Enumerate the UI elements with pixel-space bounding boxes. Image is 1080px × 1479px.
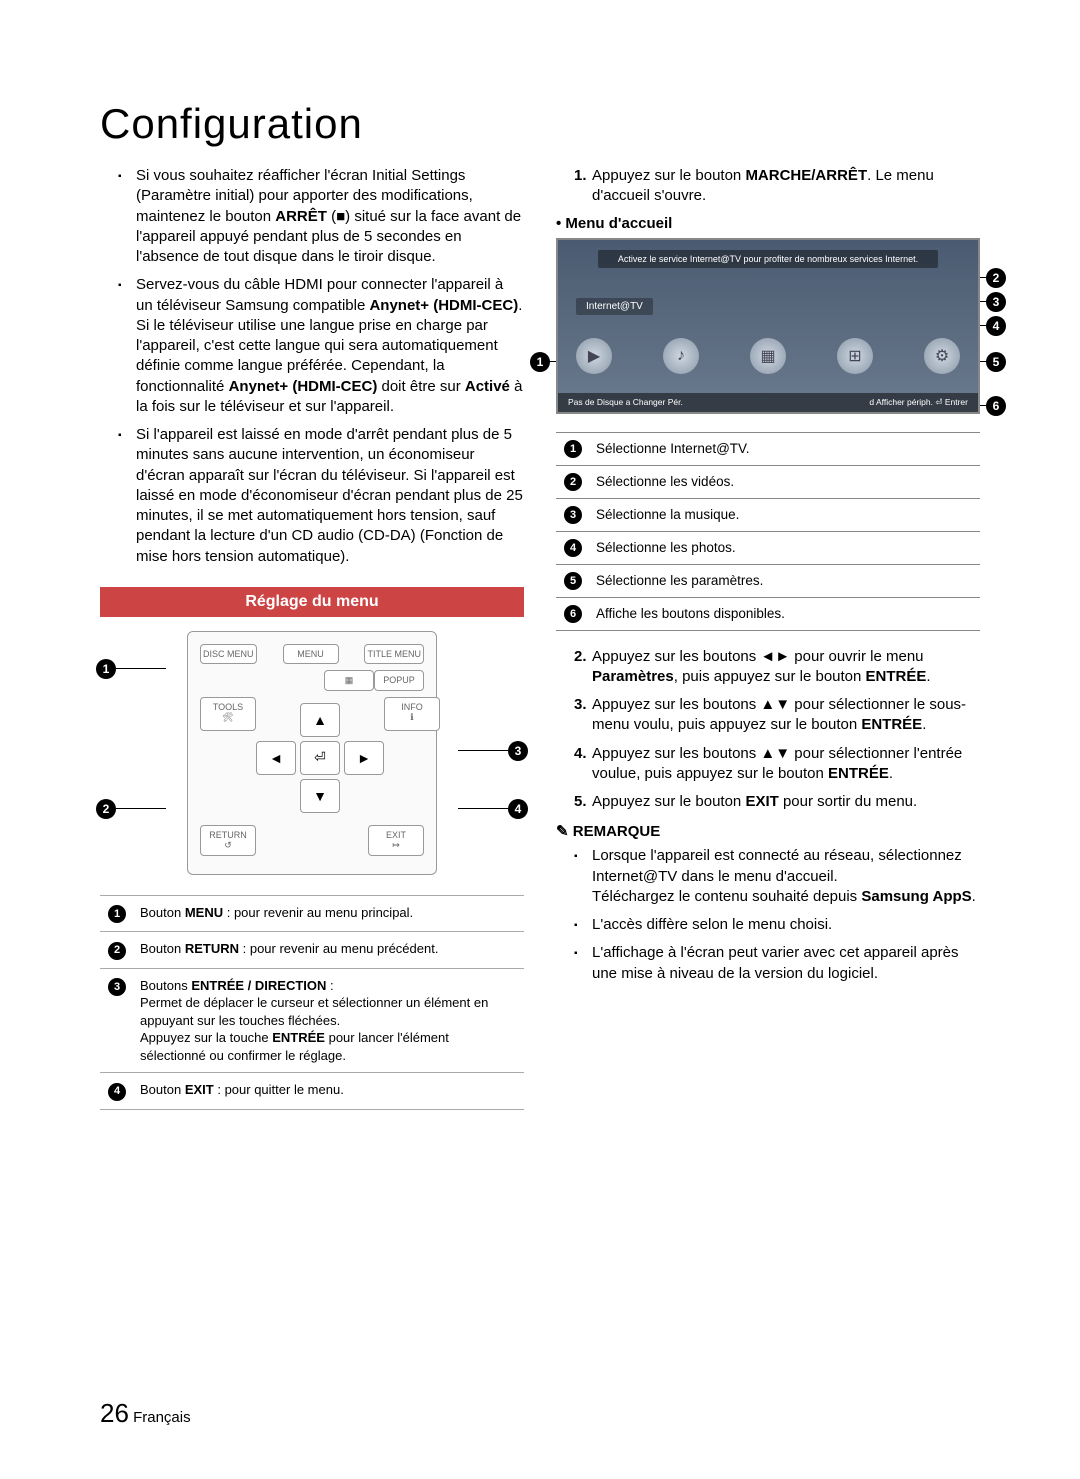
dpad-down: ▼ [300, 779, 340, 813]
remark-list: Lorsque l'appareil est connecté au résea… [556, 846, 980, 984]
steps-top: 1.Appuyez sur le bouton MARCHE/ARRÊT. Le… [556, 166, 980, 207]
remote-callout-1: 1 [96, 659, 166, 679]
left-bullet-list: Si vous souhaitez réafficher l'écran Ini… [100, 166, 524, 567]
list-item: Lorsque l'appareil est connecté au résea… [592, 846, 980, 907]
menu-screenshot-wrap: 2 3 4 5 6 1 Activez le service Internet@… [556, 238, 980, 414]
table-row: 2Sélectionne les vidéos. [556, 465, 980, 498]
dpad-left: ◄ [256, 741, 296, 775]
menu-icon: ▦ [750, 338, 786, 374]
list-item: Si vous souhaitez réafficher l'écran Ini… [136, 166, 524, 267]
list-item: 5.Appuyez sur le bouton EXIT pour sortir… [574, 792, 980, 812]
dpad-enter: ⏎ [300, 741, 340, 775]
page-number: 26 Français [100, 1398, 191, 1429]
remote-btn-tools: TOOLS🛠 [200, 697, 256, 731]
remote-btn-exit: EXIT↦ [368, 825, 424, 856]
table-row: 6Affiche les boutons disponibles. [556, 597, 980, 630]
menu-bottom-right: d Afficher périph. ⏎ Entrer [869, 397, 968, 408]
remote-btn-disc-menu: DISC MENU [200, 644, 257, 664]
table-row: 5Sélectionne les paramètres. [556, 564, 980, 597]
remote-btn-grid-icon: ▦ [324, 670, 374, 691]
selection-table: 1Sélectionne Internet@TV.2Sélectionne le… [556, 432, 980, 631]
menu-icons-row: ▶ ♪ ▦ ⊞ ⚙ [576, 338, 960, 374]
remote-callout-2: 2 [96, 799, 166, 819]
remote-diagram-wrap: 1 2 3 4 DISC MENU MENU TITLE MENU [100, 631, 524, 875]
remote-btn-return: RETURN↺ [200, 825, 256, 856]
menu-icon: ▶ [576, 338, 612, 374]
table-row: 2Bouton RETURN : pour revenir au menu pr… [100, 932, 524, 968]
remote-legend-table: 1Bouton MENU : pour revenir au menu prin… [100, 895, 524, 1110]
remote-callout-4: 4 [458, 799, 528, 819]
table-row: 3Sélectionne la musique. [556, 498, 980, 531]
table-row: 1Bouton MENU : pour revenir au menu prin… [100, 895, 524, 931]
remote-dpad: ▲ ◄⏎► ▼ [256, 703, 384, 813]
list-item: 1.Appuyez sur le bouton MARCHE/ARRÊT. Le… [574, 166, 980, 207]
remote-btn-info: INFOℹ [384, 697, 440, 731]
menu-accueil-label: • Menu d'accueil [556, 215, 980, 232]
steps-bottom: 2.Appuyez sur les boutons ◄► pour ouvrir… [556, 647, 980, 813]
table-row: 3Boutons ENTRÉE / DIRECTION :Permet de d… [100, 968, 524, 1073]
list-item: Si l'appareil est laissé en mode d'arrêt… [136, 425, 524, 567]
list-item: L'accès diffère selon le menu choisi. [592, 915, 980, 935]
menu-bottom-bar: Pas de Disque a Changer Pér. d Afficher … [558, 393, 978, 412]
page-title: Configuration [100, 100, 980, 148]
dpad-up: ▲ [300, 703, 340, 737]
list-item: 3.Appuyez sur les boutons ▲▼ pour sélect… [574, 695, 980, 736]
menu-bottom-left: Pas de Disque a Changer Pér. [568, 397, 683, 408]
menu-icon: ⊞ [837, 338, 873, 374]
remote-callout-3: 3 [458, 741, 528, 761]
remote-btn-title-menu: TITLE MENU [364, 644, 424, 664]
list-item: Servez-vous du câble HDMI pour connecter… [136, 275, 524, 417]
right-column: 1.Appuyez sur le bouton MARCHE/ARRÊT. Le… [556, 166, 980, 1110]
remote-btn-menu: MENU [283, 644, 339, 664]
table-row: 1Sélectionne Internet@TV. [556, 432, 980, 465]
table-row: 4Sélectionne les photos. [556, 531, 980, 564]
left-column: Si vous souhaitez réafficher l'écran Ini… [100, 166, 524, 1110]
remote-btn-popup: POPUP [374, 670, 424, 691]
menu-tab-internet-tv: Internet@TV [576, 298, 653, 315]
menu-icon: ♪ [663, 338, 699, 374]
remark-heading: REMARQUE [556, 822, 980, 840]
list-item: 2.Appuyez sur les boutons ◄► pour ouvrir… [574, 647, 980, 688]
table-row: 4Bouton EXIT : pour quitter le menu. [100, 1073, 524, 1109]
menu-screenshot: Activez le service Internet@TV pour prof… [556, 238, 980, 414]
remote-card: DISC MENU MENU TITLE MENU ▦ POPUP TOOLS🛠… [187, 631, 437, 875]
list-item: 4.Appuyez sur les boutons ▲▼ pour sélect… [574, 744, 980, 785]
menu-icon: ⚙ [924, 338, 960, 374]
menu-banner: Activez le service Internet@TV pour prof… [598, 250, 938, 269]
dpad-right: ► [344, 741, 384, 775]
list-item: L'affichage à l'écran peut varier avec c… [592, 943, 980, 984]
section-header-reglage: Réglage du menu [100, 587, 524, 617]
